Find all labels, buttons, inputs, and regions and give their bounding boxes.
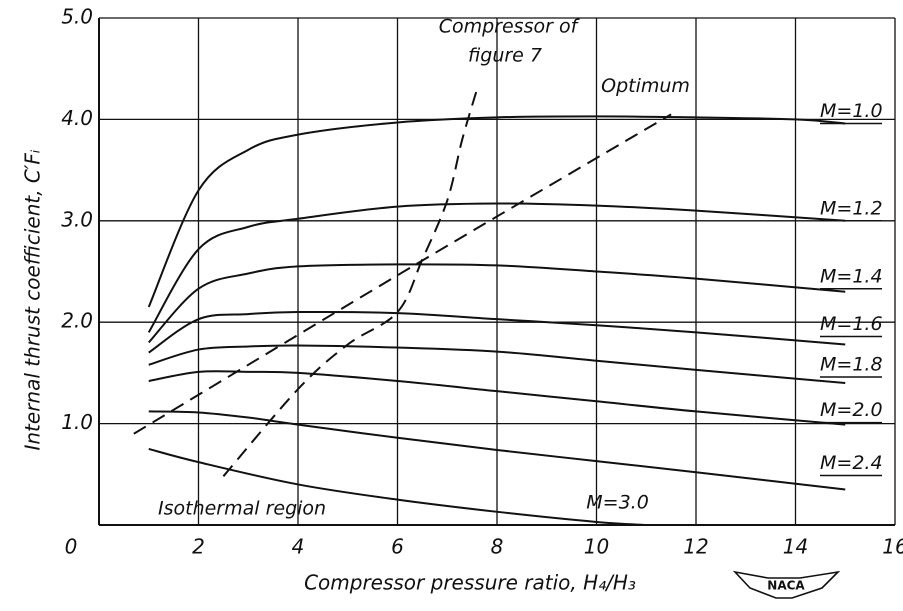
series-label: M=1.8 [820, 354, 883, 376]
series-label: M=1.2 [820, 197, 883, 219]
x-tick-label: 4 [292, 535, 305, 559]
series-label: M=2.4 [820, 452, 883, 474]
y-tick-label: 4.0 [61, 106, 93, 130]
compressor-label: Compressor of [439, 16, 581, 38]
series-label: M=1.4 [820, 265, 883, 287]
y-tick-label: 2.0 [61, 309, 93, 333]
line [148, 370, 846, 426]
compressor-label: figure 7 [468, 45, 542, 67]
logo-text: NACA [767, 579, 805, 593]
y-tick-label: 5.0 [61, 5, 93, 29]
x-tick-label: 8 [491, 535, 504, 559]
line [147, 202, 846, 333]
x-tick-label: 14 [783, 535, 808, 559]
dashed-line [222, 88, 479, 477]
logo-wing [732, 570, 841, 599]
x-tick-label: 10 [584, 535, 609, 559]
x-tick-label: 6 [391, 535, 404, 559]
y-tick-label: 3.0 [61, 207, 93, 231]
isothermal-label: Isothermal region [158, 498, 326, 520]
x-axis-label: Compressor pressure ratio, H₄/H₃ [304, 571, 636, 595]
line [147, 115, 846, 308]
y-axis-label: Internal thrust coefficient, C′Fᵢ [21, 149, 45, 450]
line [148, 310, 846, 354]
x-tick-label: 0 [65, 535, 78, 559]
series-label: M=2.0 [820, 399, 883, 421]
line [148, 263, 846, 344]
line [148, 344, 846, 385]
dashed-line [133, 113, 672, 435]
series-label: M=1.0 [820, 100, 883, 122]
series-label: M=1.6 [820, 313, 883, 335]
x-tick-label: 2 [192, 535, 205, 559]
series-label: M=3.0 [586, 492, 649, 514]
naca-logo: NACA [732, 570, 841, 599]
x-tick-label: 12 [683, 535, 708, 559]
line [148, 447, 647, 526]
series-label: Optimum [601, 75, 690, 97]
y-tick-label: 1.0 [61, 410, 93, 434]
line [148, 410, 846, 491]
x-tick-label: 16 [882, 535, 903, 559]
